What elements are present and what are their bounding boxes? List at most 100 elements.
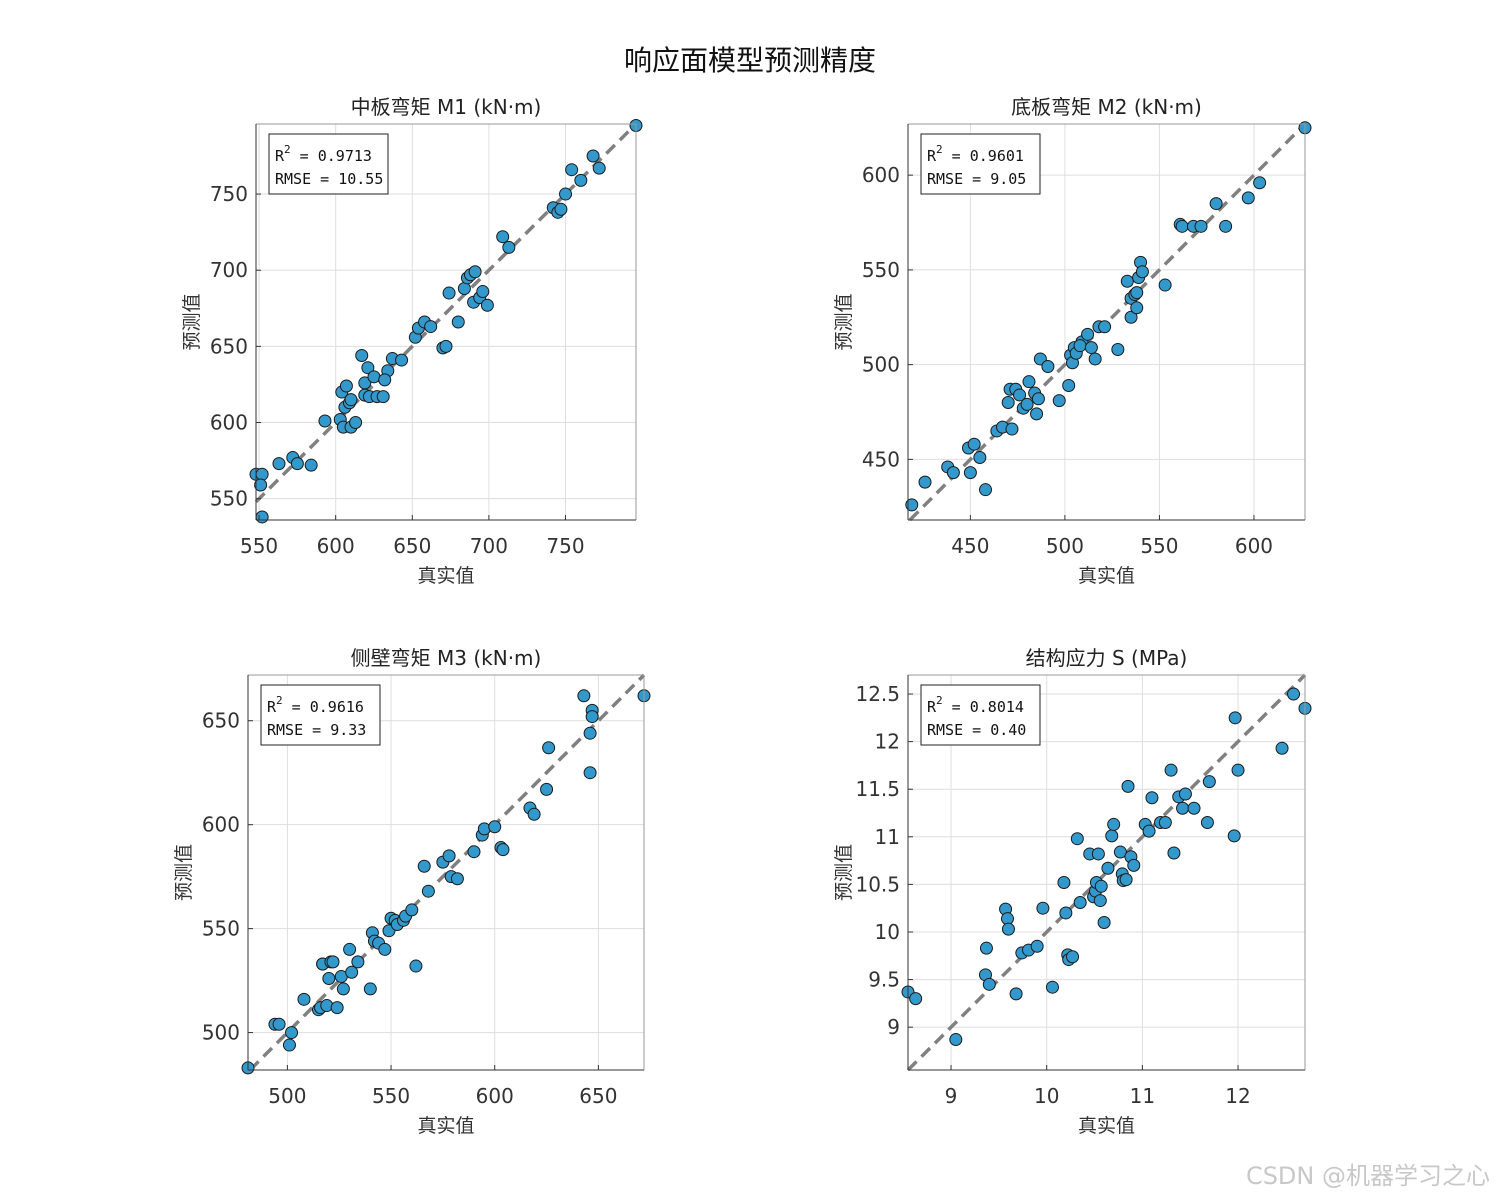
data-point <box>358 376 372 390</box>
y-axis-label: 预测值 <box>833 844 855 901</box>
data-point <box>1111 342 1125 356</box>
r2-value: = 0.9713 <box>291 147 372 165</box>
y-tick-label: 9 <box>887 1015 900 1039</box>
r2-value: = 0.9601 <box>943 147 1024 165</box>
data-point <box>946 466 960 480</box>
x-tick-label: 500 <box>268 1084 306 1108</box>
x-tick-label: 12 <box>1225 1084 1250 1108</box>
data-point <box>1130 301 1144 315</box>
r2-text: R2 = 0.9601 <box>927 143 1024 165</box>
y-tick-label: 700 <box>210 258 248 282</box>
y-tick-label: 11 <box>875 825 900 849</box>
identity-line <box>254 122 638 503</box>
data-point <box>1005 422 1019 436</box>
data-point <box>1088 352 1102 366</box>
data-point <box>979 483 993 497</box>
data-point <box>336 982 350 996</box>
r2-text: R2 = 0.9616 <box>267 694 364 716</box>
r2-value: = 0.8014 <box>943 698 1024 716</box>
y-tick-label: 550 <box>862 258 900 282</box>
data-point <box>1073 339 1087 353</box>
data-point <box>355 349 369 363</box>
data-point <box>1287 687 1301 701</box>
y-tick-label: 450 <box>862 447 900 471</box>
data-point <box>376 390 390 404</box>
data-point <box>1130 286 1144 300</box>
y-tick-label: 600 <box>210 411 248 435</box>
data-point <box>1084 341 1098 355</box>
y-tick-label: 9.5 <box>868 968 900 992</box>
data-point <box>405 903 419 917</box>
data-point <box>457 281 471 295</box>
rmse-text: RMSE = 0.40 <box>927 721 1026 739</box>
subplot-3: 500 550 600 650 500 550 600 650 侧壁弯矩 M3 (kN·m) 真实… <box>173 646 651 1137</box>
data-point <box>344 393 358 407</box>
data-point <box>450 872 464 886</box>
data-point <box>326 955 340 969</box>
r2-label: R <box>927 698 937 716</box>
data-point <box>345 965 359 979</box>
figure-title: 响应面模型预测精度 <box>624 44 876 77</box>
x-tick-label: 650 <box>393 534 431 558</box>
y-tick-label: 12 <box>875 730 900 754</box>
data-point <box>254 478 268 492</box>
data-point <box>554 202 568 216</box>
y-tick-label: 750 <box>210 182 248 206</box>
data-point <box>973 450 987 464</box>
data-point <box>1030 407 1044 421</box>
data-point <box>1105 829 1119 843</box>
x-tick-label: 10 <box>1034 1084 1059 1108</box>
data-point <box>540 782 554 796</box>
data-point <box>424 320 438 334</box>
data-point <box>565 163 579 177</box>
data-point <box>1142 824 1156 838</box>
subplot-1: 550 600 650 700 750 550 600 650 700 750 中板弯矩 M1 (k… <box>181 95 643 587</box>
data-point <box>982 977 996 991</box>
watermark: CSDN @机器学习之心 <box>1246 1162 1490 1190</box>
subplot-2: 450 500 550 600 450 500 550 600 底板弯矩 M2 (kN·m) 真实… <box>833 95 1312 587</box>
x-axis-label: 真实值 <box>417 565 474 587</box>
r2-superscript: 2 <box>276 694 283 707</box>
data-point <box>1107 817 1121 831</box>
data-point <box>1120 274 1134 288</box>
data-point <box>1145 791 1159 805</box>
data-point <box>395 353 409 367</box>
x-tick-label: 450 <box>951 534 989 558</box>
x-tick-label: 550 <box>1140 534 1178 558</box>
data-point <box>343 942 357 956</box>
data-point <box>480 298 494 312</box>
data-point <box>1202 775 1216 789</box>
data-point <box>979 941 993 955</box>
data-point <box>1178 787 1192 801</box>
r2-text: R2 = 0.9713 <box>275 143 372 165</box>
data-point <box>1098 320 1112 334</box>
data-point <box>367 370 381 384</box>
subplot-title: 中板弯矩 M1 (kN·m) <box>351 95 542 119</box>
data-point <box>330 1001 344 1015</box>
data-point <box>1275 741 1289 755</box>
y-tick-label: 500 <box>202 1021 240 1045</box>
data-point <box>468 265 482 279</box>
data-point <box>1045 980 1059 994</box>
data-point <box>451 315 465 329</box>
data-point <box>1093 894 1107 908</box>
y-tick-label: 650 <box>202 709 240 733</box>
data-point <box>585 710 599 724</box>
stats-box: R2 = 0.8014 RMSE = 0.40 <box>920 684 1041 746</box>
data-point <box>477 822 491 836</box>
data-point <box>349 416 363 430</box>
subplot-title: 侧壁弯矩 M3 (kN·m) <box>351 646 542 670</box>
data-point <box>496 843 510 857</box>
stats-box-frame <box>268 133 389 195</box>
data-point <box>1059 906 1073 920</box>
data-point <box>527 807 541 821</box>
data-point <box>320 999 334 1013</box>
r2-label: R <box>275 147 285 165</box>
data-point <box>1013 388 1027 402</box>
data-point <box>378 373 392 387</box>
data-point <box>1001 922 1015 936</box>
data-point <box>1073 895 1087 909</box>
x-axis-label: 真实值 <box>1078 1115 1135 1137</box>
subplot-4: 9 10 11 12 9 9.5 10 10.5 11 11.5 12 12.5 结构应力 S (MPa… <box>833 646 1312 1137</box>
